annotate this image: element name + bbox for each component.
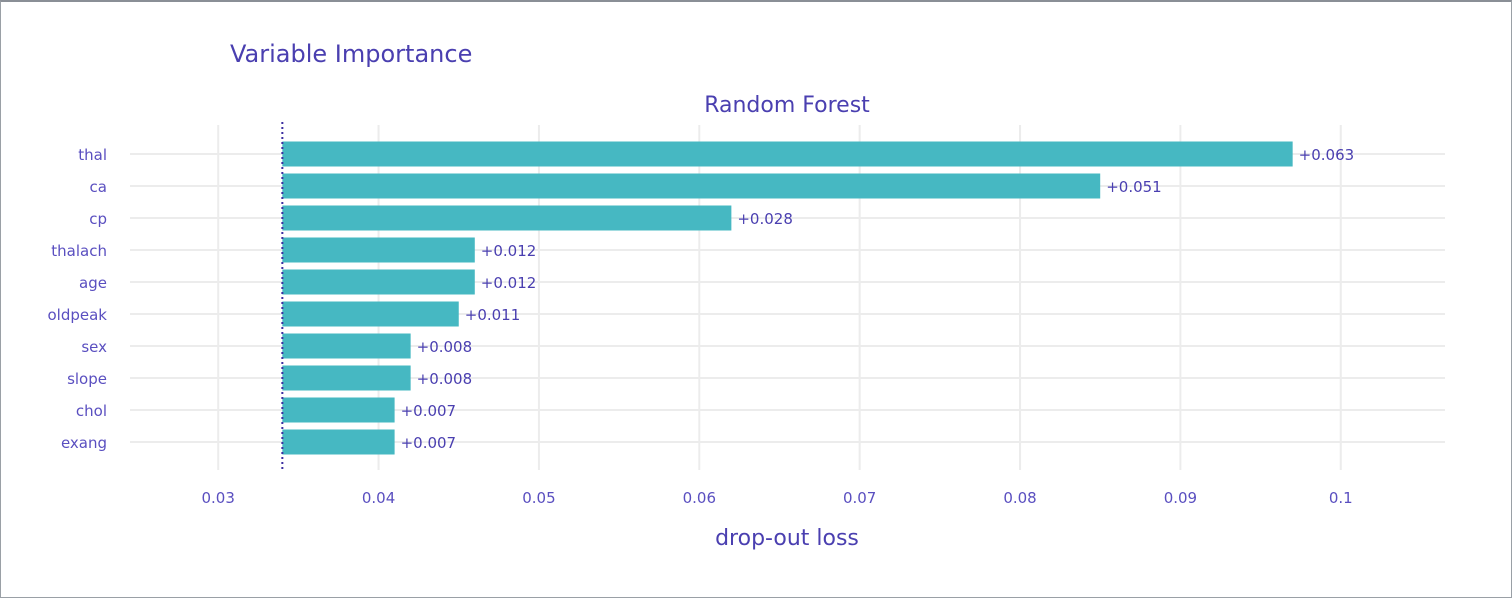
bar-value-label: +0.007 — [401, 402, 457, 420]
bar-age — [282, 269, 475, 295]
bar-value-label: +0.007 — [401, 434, 457, 452]
bar-thal — [282, 141, 1293, 167]
x-tick-label: 0.05 — [522, 489, 555, 507]
y-tick-label: ca — [90, 178, 107, 196]
bar-slope — [282, 365, 411, 391]
x-tick-label: 0.06 — [683, 489, 716, 507]
y-tick-label: exang — [61, 434, 107, 452]
bar-thalach — [282, 237, 475, 263]
bar-exang — [282, 429, 395, 455]
y-tick-label: chol — [76, 402, 107, 420]
y-tick-label: age — [79, 274, 107, 292]
bar-cp — [282, 205, 732, 231]
bar-value-label: +0.008 — [417, 338, 473, 356]
bar-value-label: +0.051 — [1106, 178, 1162, 196]
x-tick-label: 0.1 — [1329, 489, 1353, 507]
bar-ca — [282, 173, 1101, 199]
x-tick-label: 0.04 — [362, 489, 395, 507]
bar-value-label: +0.008 — [417, 370, 473, 388]
y-tick-label: cp — [89, 210, 107, 228]
bar-value-label: +0.063 — [1299, 146, 1355, 164]
x-tick-label: 0.07 — [843, 489, 876, 507]
bar-value-label: +0.011 — [465, 306, 521, 324]
bar-value-label: +0.012 — [481, 274, 537, 292]
bar-value-label: +0.028 — [737, 210, 793, 228]
y-tick-label: sex — [81, 338, 107, 356]
bar-oldpeak — [282, 301, 459, 327]
x-tick-label: 0.08 — [1003, 489, 1036, 507]
x-tick-label: 0.03 — [201, 489, 234, 507]
bar-value-label: +0.012 — [481, 242, 537, 260]
y-tick-label: thalach — [51, 242, 107, 260]
x-axis-ticks: 0.03 0.04 0.05 0.06 0.07 0.08 0.09 0.1 — [201, 489, 1352, 507]
bars — [282, 141, 1293, 455]
x-axis-label: drop-out loss — [715, 526, 859, 551]
chart-subtitle: Random Forest — [704, 93, 870, 118]
y-tick-label: thal — [78, 146, 107, 164]
bar-chol — [282, 397, 395, 423]
bar-sex — [282, 333, 411, 359]
x-tick-label: 0.09 — [1164, 489, 1197, 507]
y-axis-ticks: thal ca cp thalach age oldpeak sex slope chol exa… — [48, 146, 108, 452]
y-tick-label: oldpeak — [48, 306, 108, 324]
bar-labels: +0.063 +0.051 +0.028 +0.012 +0.012 +0.011 +0.0… — [401, 146, 1355, 452]
y-tick-label: slope — [67, 370, 107, 388]
chart-title: Variable Importance — [230, 40, 472, 68]
